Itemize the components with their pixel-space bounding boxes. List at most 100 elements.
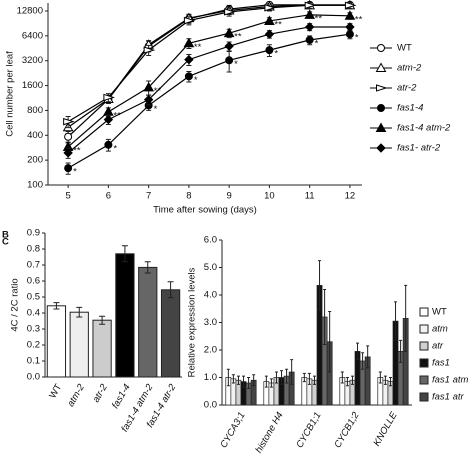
bar bbox=[138, 266, 158, 378]
point bbox=[376, 143, 386, 153]
point bbox=[345, 22, 355, 32]
point bbox=[63, 117, 75, 126]
significance-label: ** bbox=[234, 32, 242, 43]
point bbox=[224, 8, 236, 16]
error-bar bbox=[144, 261, 151, 274]
point bbox=[184, 54, 194, 65]
point bbox=[183, 16, 196, 25]
y-tick-label: 400 bbox=[27, 130, 43, 141]
significance-label: ** bbox=[355, 14, 363, 25]
significance-label: ** bbox=[73, 145, 81, 156]
error-bar bbox=[312, 375, 316, 385]
point bbox=[344, 10, 356, 20]
point bbox=[224, 41, 234, 51]
point bbox=[184, 72, 193, 81]
bar bbox=[92, 319, 112, 378]
x-tick-label: WT bbox=[47, 382, 64, 400]
error-bar bbox=[328, 311, 332, 373]
error-bar bbox=[323, 289, 327, 345]
y-tick-label: 200 bbox=[27, 155, 43, 166]
error-bar bbox=[264, 375, 268, 388]
significance-label: * bbox=[154, 104, 158, 115]
significance-label: * bbox=[194, 75, 198, 86]
legend-label: atr bbox=[432, 341, 444, 352]
x-tick-label: fas1-4 bbox=[110, 382, 133, 410]
y-tick-label: 4.0 bbox=[204, 290, 217, 301]
x-tick-label: KNOLLE bbox=[371, 410, 400, 449]
y-tick-label: 1600 bbox=[22, 80, 43, 91]
point bbox=[375, 62, 387, 72]
y-tick-label: 0.7 bbox=[27, 260, 40, 271]
point bbox=[103, 106, 114, 116]
legend-label: fas1 atm bbox=[432, 375, 469, 386]
error-bar bbox=[378, 371, 382, 384]
legend-label: fas1-4 bbox=[397, 103, 423, 114]
error-bar bbox=[99, 315, 106, 325]
error-bar bbox=[361, 352, 365, 370]
y-tick-label: 6400 bbox=[22, 30, 43, 41]
panel-label: C bbox=[2, 237, 9, 248]
y-tick-label: 0.9 bbox=[27, 228, 40, 239]
bar bbox=[46, 305, 67, 378]
point bbox=[377, 104, 385, 112]
point bbox=[104, 140, 113, 149]
y-tick-label: 0.6 bbox=[27, 276, 40, 287]
y-tick-label: 3.0 bbox=[204, 317, 217, 328]
y-tick-label: 5.0 bbox=[204, 262, 217, 273]
error-bar bbox=[226, 368, 230, 387]
error-bar bbox=[290, 359, 294, 385]
x-tick-label: atr-2 bbox=[91, 382, 111, 405]
point bbox=[143, 46, 156, 54]
point bbox=[264, 4, 277, 12]
y-tick-label: 3200 bbox=[22, 55, 43, 66]
point bbox=[376, 84, 388, 92]
point bbox=[63, 148, 73, 158]
bar bbox=[115, 253, 135, 378]
legend-swatch bbox=[419, 358, 429, 368]
error-bar bbox=[269, 378, 273, 388]
point bbox=[377, 44, 385, 52]
x-tick-label: CYCB1;1 bbox=[294, 410, 323, 450]
y-tick-label: 0.3 bbox=[27, 324, 40, 335]
legend-label: fas1- atr-2 bbox=[397, 143, 441, 154]
error-bar bbox=[302, 372, 306, 383]
y-tick-label: 0.4 bbox=[27, 308, 40, 319]
point bbox=[345, 30, 354, 39]
y-tick-label: 0.0 bbox=[27, 372, 40, 383]
error-bar bbox=[76, 306, 83, 318]
error-bar bbox=[383, 375, 387, 385]
y-tick-label: 6.0 bbox=[204, 235, 217, 246]
point bbox=[183, 37, 195, 48]
point bbox=[304, 22, 315, 32]
error-bar bbox=[356, 342, 360, 361]
legend-label: atr-2 bbox=[397, 83, 417, 94]
point bbox=[223, 27, 235, 38]
error-bar bbox=[247, 377, 251, 389]
point bbox=[64, 132, 73, 141]
x-tick-label: 9 bbox=[227, 191, 232, 202]
point bbox=[103, 93, 116, 102]
y-axis-label: Relative expression levels bbox=[187, 267, 198, 377]
significance-label: * bbox=[73, 167, 77, 178]
significance-label: * bbox=[315, 39, 319, 50]
y-tick-label: 0.5 bbox=[27, 292, 40, 303]
legend-swatch bbox=[419, 307, 429, 317]
legend-swatch bbox=[419, 324, 429, 334]
point bbox=[64, 164, 73, 173]
error-bar bbox=[399, 339, 403, 363]
x-tick-label: 7 bbox=[146, 191, 151, 202]
legend-label: fas1 bbox=[432, 358, 450, 369]
y-tick-label: 0.1 bbox=[27, 356, 40, 367]
panel-label: B bbox=[2, 230, 9, 241]
y-tick-label: 0.2 bbox=[27, 340, 40, 351]
legend-label: atm bbox=[432, 324, 448, 335]
error-bar bbox=[350, 375, 354, 385]
error-bar bbox=[231, 374, 235, 384]
error-bar bbox=[388, 377, 392, 387]
legend-label: WT bbox=[397, 43, 412, 54]
error-bar bbox=[318, 260, 322, 311]
x-tick-label: 6 bbox=[106, 191, 111, 202]
bar bbox=[160, 289, 181, 378]
series-line bbox=[67, 14, 350, 148]
